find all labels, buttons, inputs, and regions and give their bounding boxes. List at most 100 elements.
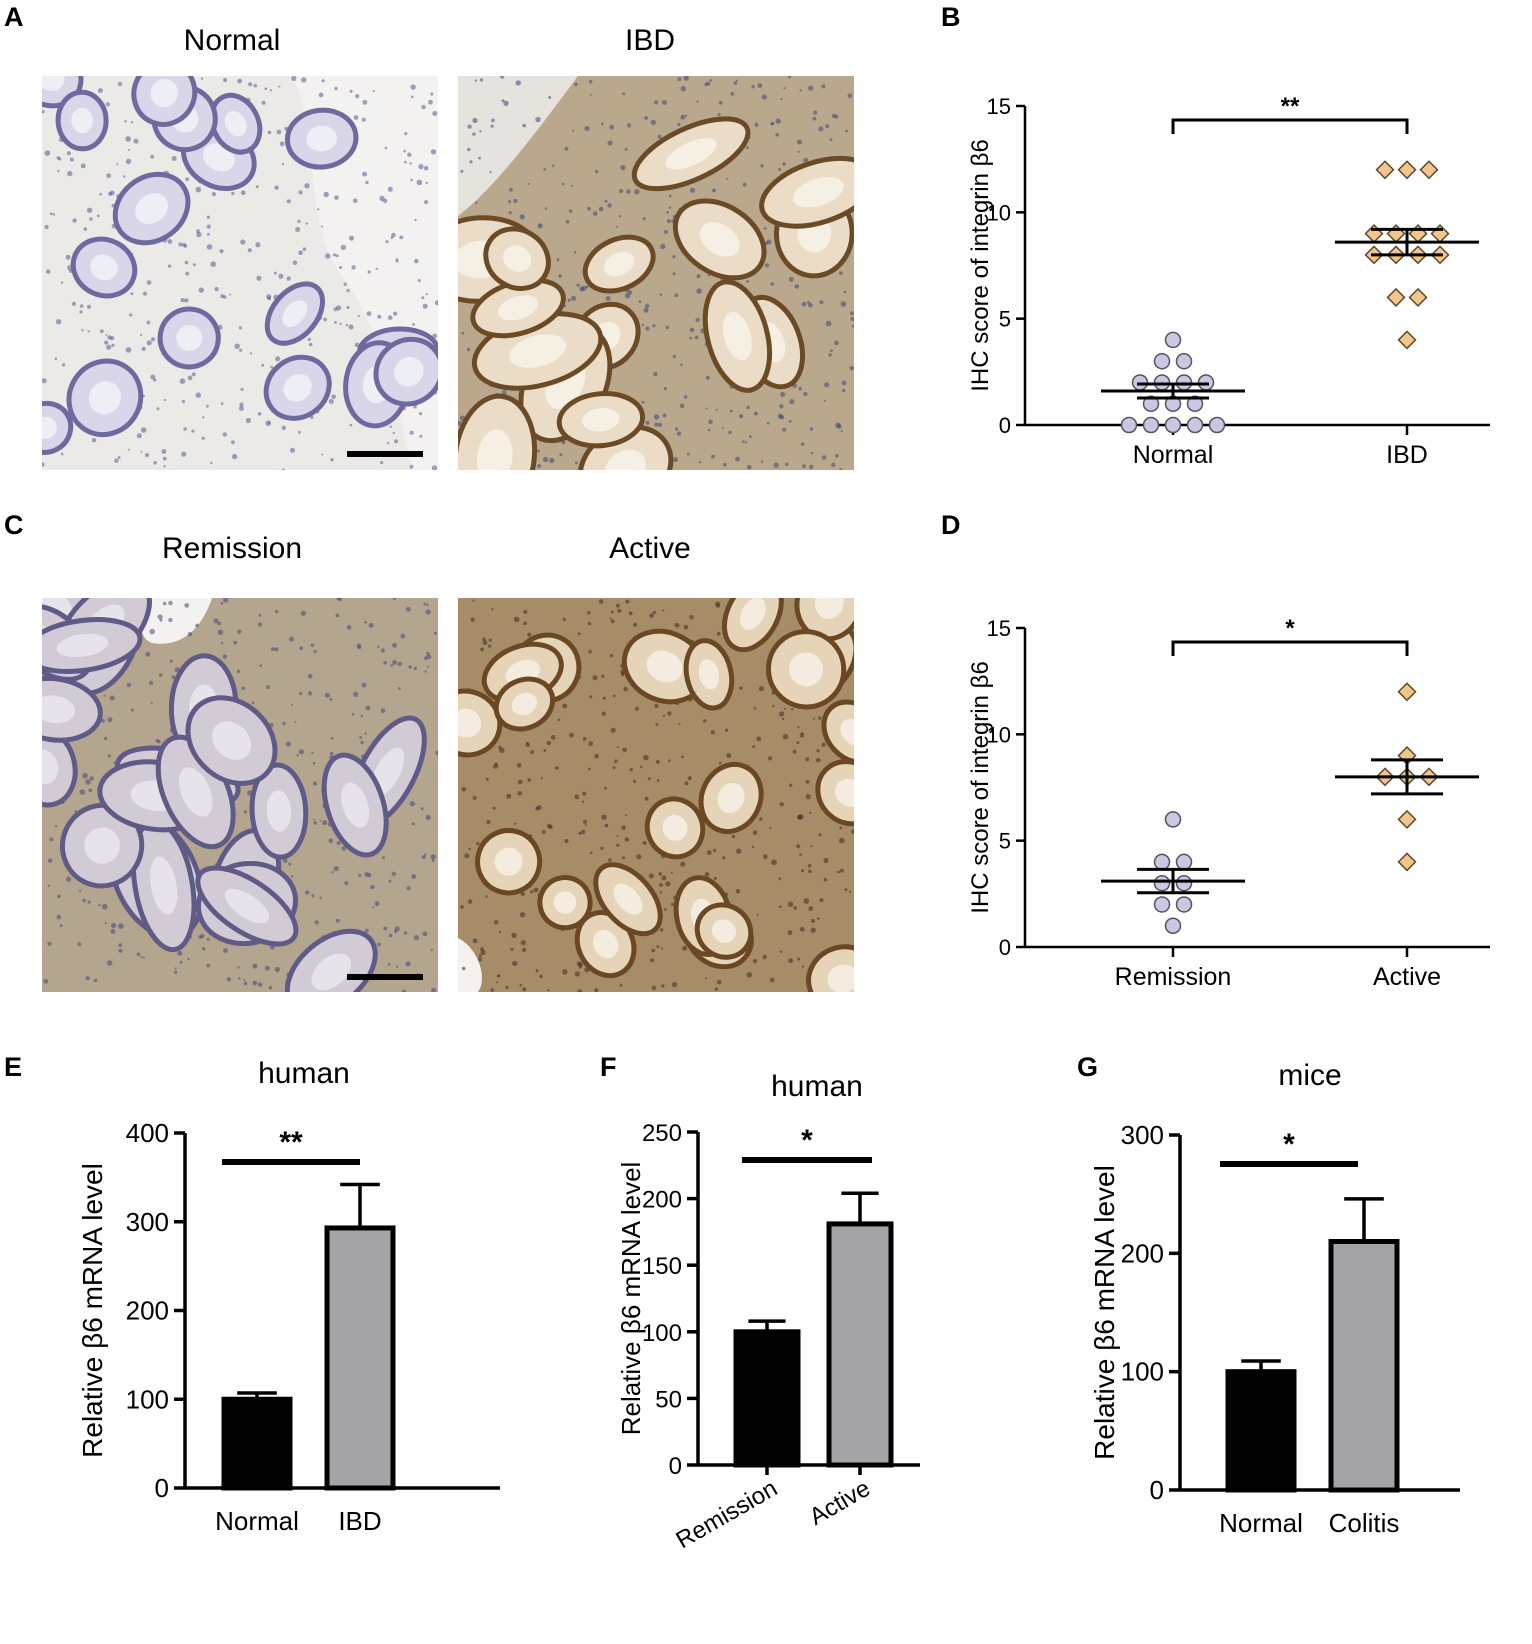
stroma-nucleus [231,191,235,196]
stroma-nucleus [467,147,471,152]
stroma-nucleus [161,449,167,454]
stroma-nucleus [305,890,310,895]
stroma-nucleus [210,461,213,465]
stroma-nucleus [520,891,525,897]
x-tick-label: Normal [1219,1508,1303,1538]
stroma-nucleus [752,959,758,964]
crypt [42,400,74,455]
bar [733,1329,801,1468]
chart-d-ihc-score: 0 5 10 15 Remission Active IHC score of integr… [970,615,1490,991]
stroma-nucleus [472,795,477,800]
stroma-nucleus [498,930,502,934]
stroma-nucleus [659,891,662,894]
stroma-nucleus [387,963,391,966]
stroma-nucleus [735,456,740,462]
stroma-nucleus [107,335,112,340]
stroma-nucleus [361,682,367,688]
stroma-nucleus [406,606,411,612]
stroma-nucleus [109,190,115,196]
stroma-nucleus [411,822,415,826]
data-point [1175,853,1193,871]
stroma-nucleus [499,747,505,753]
stroma-nucleus [333,866,339,872]
crypt-lumen [42,695,75,724]
stroma-nucleus [48,858,53,863]
y-tick-label: 400 [126,1118,169,1148]
stroma-nucleus [519,983,523,987]
crypt [66,358,144,438]
stroma-nucleus [674,293,679,298]
stroma-nucleus [248,82,253,87]
stroma-nucleus [380,648,385,653]
micrograph-title-normal: Normal [183,24,281,57]
x-tick-label: Remission [1115,963,1232,991]
crypt [759,155,854,229]
stroma-nucleus [57,894,61,899]
stroma-nucleus [801,869,805,873]
stroma-nucleus [346,306,350,309]
stroma-nucleus [180,298,185,303]
crypt-lumen [553,891,577,914]
stroma-nucleus [665,325,670,330]
x-tick-label: Active [1373,963,1441,991]
micrograph-ibd [458,76,854,470]
stroma-nucleus [150,154,155,159]
stroma-nucleus [60,452,64,456]
crypt [672,198,767,281]
stroma-nucleus [715,408,718,411]
x-tick-label: Normal [1133,441,1214,469]
stroma-nucleus [809,464,814,469]
stroma-nucleus [654,422,659,427]
stroma-nucleus [167,239,173,244]
stroma-nucleus [588,650,592,654]
crypt [42,617,143,674]
stroma-nucleus [270,647,275,651]
stroma-nucleus [130,121,134,124]
stroma-nucleus [201,947,206,951]
stroma-nucleus [395,965,399,968]
stroma-nucleus [829,138,833,142]
stroma-nucleus [579,286,584,292]
stroma-nucleus [57,169,60,173]
stroma-nucleus [539,974,543,979]
crypt [321,752,389,858]
stroma-nucleus [535,116,541,123]
stroma-nucleus [346,289,350,293]
stroma-nucleus [619,188,624,194]
stroma-nucleus [257,412,262,416]
stroma-nucleus [196,231,202,238]
stroma-nucleus [752,830,758,836]
stroma-nucleus [635,706,639,711]
stroma-nucleus [356,643,362,649]
data-point [1364,224,1384,244]
stroma-nucleus [150,702,153,705]
stroma-nucleus [645,326,650,331]
stroma-nucleus [206,224,211,229]
stroma-nucleus [775,118,781,124]
stroma-nucleus [705,375,710,380]
y-axis-label: IHC score of integrin β6 [970,661,994,914]
y-tick-label: 5 [999,307,1011,332]
stroma-nucleus [548,825,553,830]
stroma-nucleus [364,732,367,735]
stroma-nucleus [696,100,699,103]
stroma-nucleus [464,853,470,859]
stroma-nucleus [136,952,141,957]
stroma-nucleus [71,301,76,306]
stroma-nucleus [202,416,205,419]
significance-label: * [1283,1128,1295,1161]
stroma-nucleus [731,834,736,839]
crypt-lumen [717,782,745,814]
crypt-lumen [792,177,844,208]
stroma-nucleus [290,875,294,878]
stroma-nucleus [836,424,842,429]
stroma-nucleus [796,844,801,849]
crypt [42,76,84,109]
stroma-nucleus [543,168,546,171]
stroma-nucleus [613,694,616,698]
stroma-nucleus [530,750,535,755]
stroma-nucleus [582,791,587,796]
stroma-nucleus [195,186,202,193]
stroma-nucleus [475,201,478,204]
stroma-nucleus [424,200,429,205]
